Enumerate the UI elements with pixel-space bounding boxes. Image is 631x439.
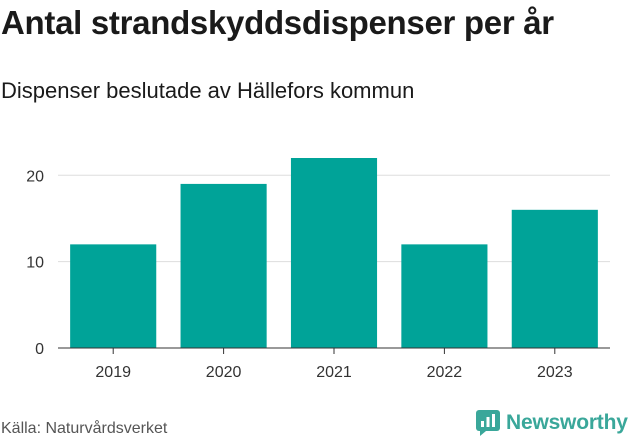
newsworthy-logo-icon: [476, 410, 500, 436]
bar-2023: [511, 209, 598, 348]
x-tick-label: 2020: [206, 364, 242, 381]
bar-2021: [290, 158, 378, 348]
chart-subtitle: Dispenser beslutade av Hällefors kommun: [1, 78, 415, 103]
y-tick-label: 10: [26, 255, 44, 272]
bars: [70, 158, 598, 348]
x-tick-label: 2019: [95, 364, 131, 381]
newsworthy-logo: Newsworthy: [476, 409, 628, 437]
y-tick-label: 20: [26, 168, 44, 185]
x-axis-ticks: 2019 2020 2021 2022 2023: [58, 347, 610, 381]
y-axis-ticks: 0 10 20: [26, 168, 44, 358]
y-tick-label: 0: [35, 341, 44, 358]
bar-2019: [70, 244, 157, 348]
bar-2020: [180, 183, 267, 348]
bar-chart: 0 10 20 2019 2020 2021 2022 2023: [26, 158, 610, 381]
bar-2022: [401, 244, 488, 348]
source-note: Källa: Naturvårdsverket: [1, 420, 168, 437]
x-tick-label: 2023: [537, 364, 573, 381]
newsworthy-logo-text: Newsworthy: [506, 411, 628, 434]
x-tick-label: 2022: [427, 364, 463, 381]
x-tick-label: 2021: [316, 364, 352, 381]
chart-title: Antal strandskyddsdispenser per år: [1, 4, 554, 41]
